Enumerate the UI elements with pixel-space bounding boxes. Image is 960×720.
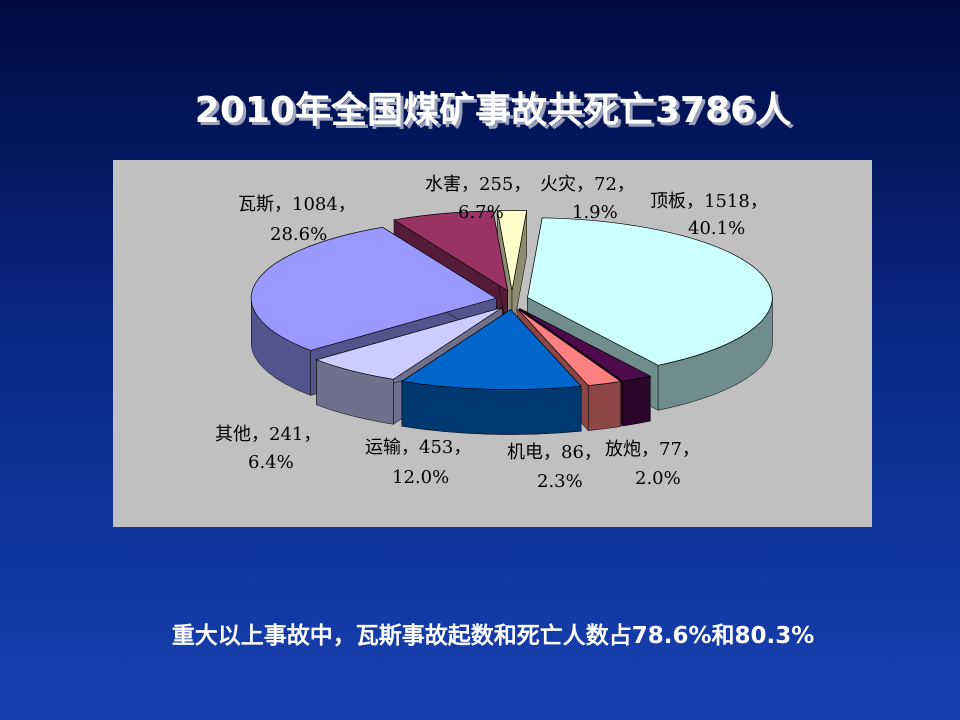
- separator: ，: [682, 439, 700, 460]
- data-label: 机电，86，: [507, 442, 602, 463]
- separator: ，: [401, 437, 419, 458]
- data-label: 运输，453，: [365, 437, 471, 458]
- separator: ，: [338, 194, 356, 215]
- labels: 顶板，1518，40.1%放炮，77，2.0%机电，86，2.3%运输，453，…: [215, 174, 768, 492]
- value-label: 241: [269, 424, 303, 445]
- slice: [517, 308, 622, 386]
- category-label: 放炮: [605, 439, 641, 460]
- slice: [496, 210, 528, 291]
- category-label: 瓦斯: [238, 194, 274, 215]
- separator: ，: [686, 191, 704, 212]
- data-label: 水害，255，: [425, 174, 531, 195]
- percent-label: 12.0%: [392, 467, 449, 488]
- separator: ，: [251, 424, 269, 445]
- percent-label: 40.1%: [688, 218, 745, 239]
- separator: ，: [750, 191, 768, 212]
- data-label: 放炮，77，: [605, 439, 700, 460]
- value-label: 1084: [292, 194, 338, 215]
- slice-side: [587, 381, 622, 431]
- data-label: 火灾，72，: [540, 174, 635, 195]
- category-label: 其他: [215, 424, 251, 445]
- slice: [400, 309, 582, 390]
- separator: ，: [461, 174, 479, 195]
- value-label: 72: [594, 174, 617, 195]
- category-label: 火灾: [540, 174, 576, 195]
- separator: ，: [584, 442, 602, 463]
- separator: ，: [641, 439, 659, 460]
- slice: [527, 217, 773, 366]
- value-label: 453: [419, 437, 453, 458]
- slice: [315, 307, 503, 380]
- slice: [519, 308, 652, 382]
- data-label: 顶板，1518，: [650, 191, 768, 212]
- value-label: 255: [479, 174, 513, 195]
- separator: ，: [453, 437, 471, 458]
- separator: ，: [617, 174, 635, 195]
- chart-title: 2010年全国煤矿事故共死亡3786人: [195, 89, 791, 131]
- percent-label: 6.7%: [458, 202, 504, 223]
- value-label: 77: [659, 439, 682, 460]
- separator: ，: [543, 442, 561, 463]
- footnote: 重大以上事故中，瓦斯事故起数和死亡人数占78.6%和80.3%: [172, 622, 815, 649]
- category-label: 水害: [425, 174, 461, 195]
- separator: ，: [274, 194, 292, 215]
- separator: ，: [576, 174, 594, 195]
- value-label: 1518: [704, 191, 750, 212]
- title-shadow: 2010年全国煤矿事故共死亡3786人: [198, 92, 794, 134]
- percent-label: 2.3%: [537, 471, 583, 492]
- category-label: 机电: [507, 442, 543, 463]
- percent-label: 2.0%: [635, 468, 681, 489]
- percent-label: 1.9%: [572, 202, 618, 223]
- data-label: 其他，241，: [215, 424, 321, 445]
- data-label: 瓦斯，1084，: [238, 194, 356, 215]
- slice: [393, 210, 509, 292]
- value-label: 86: [561, 442, 584, 463]
- category-label: 顶板: [650, 191, 686, 212]
- separator: ，: [513, 174, 531, 195]
- pie: [250, 210, 773, 435]
- percent-label: 6.4%: [248, 452, 294, 473]
- percent-label: 28.6%: [270, 224, 327, 245]
- slice-side: [622, 375, 651, 427]
- slice: [250, 226, 498, 351]
- separator: ，: [303, 424, 321, 445]
- category-label: 运输: [365, 437, 401, 458]
